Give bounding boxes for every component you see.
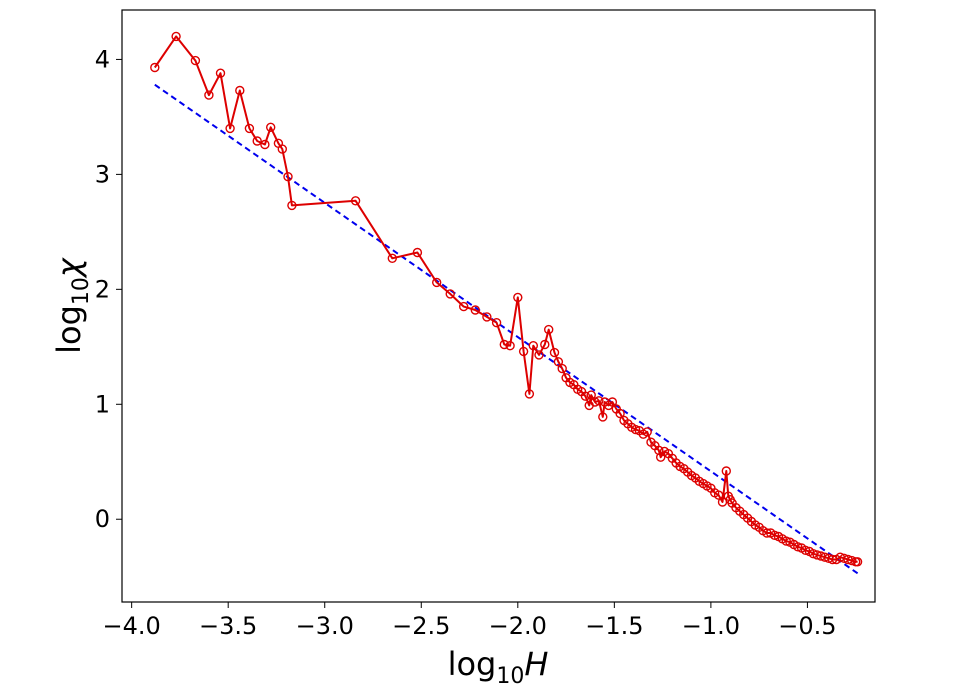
- data-point: [387, 253, 397, 263]
- data-point: [534, 350, 544, 360]
- data-point: [499, 339, 509, 350]
- x-axis-label: log10H: [448, 645, 549, 686]
- y-axis: 0 1 2 3 4: [95, 45, 122, 533]
- data-point: [445, 289, 455, 299]
- data-point: [190, 55, 201, 66]
- data-point: [721, 466, 731, 476]
- data-point: [518, 346, 529, 357]
- data-point: [482, 312, 492, 322]
- y-tick-label: 4: [95, 45, 110, 73]
- data-point: [598, 412, 608, 422]
- data-point: [544, 324, 554, 335]
- y-tick-label: 3: [95, 160, 110, 188]
- data-point: [412, 247, 423, 258]
- data-point: [470, 305, 480, 315]
- data-point: [553, 357, 564, 367]
- data-point: [590, 397, 600, 407]
- fit-line: [154, 83, 859, 575]
- data-point: [713, 490, 724, 500]
- data-point: [852, 557, 863, 567]
- data-point: [283, 171, 293, 182]
- data-point: [528, 341, 538, 351]
- data-point: [215, 68, 226, 78]
- y-tick-label: 2: [95, 275, 110, 303]
- data-point: [800, 545, 811, 555]
- x-tick-label: −3.0: [296, 612, 354, 640]
- data-point: [615, 408, 625, 419]
- plot-frame: [121, 9, 876, 603]
- data-point: [549, 347, 560, 358]
- data-point: [235, 85, 245, 96]
- data-point: [459, 301, 469, 312]
- data-point: [491, 318, 502, 328]
- x-tick-label: −1.5: [585, 612, 643, 640]
- data-point: [847, 555, 857, 566]
- x-tick-label: −3.5: [199, 612, 257, 640]
- x-axis: −4.0 −3.5 −3.0 −2.5 −2.0 −1.5 −1.0 −0.5: [103, 602, 837, 640]
- data-point: [204, 90, 214, 100]
- data-point: [505, 341, 515, 351]
- data-point: [252, 136, 262, 146]
- data-point: [540, 339, 550, 350]
- data-point: [350, 196, 361, 206]
- data-point: [557, 363, 567, 374]
- y-axis-label: log10χ: [50, 257, 94, 354]
- data-point: [513, 292, 523, 303]
- plot-area: [150, 31, 863, 575]
- data-point: [524, 389, 535, 399]
- data-point: [260, 139, 270, 150]
- x-tick-label: −1.0: [682, 612, 740, 640]
- data-point: [594, 396, 604, 406]
- data-point: [225, 123, 235, 134]
- data-point: [630, 424, 641, 435]
- x-tick-label: −4.0: [103, 612, 161, 640]
- data-point: [769, 530, 780, 540]
- data-point: [150, 62, 160, 73]
- data-point: [607, 397, 618, 407]
- data-point: [171, 31, 181, 42]
- data-point: [580, 391, 591, 401]
- data-point: [244, 123, 255, 134]
- data-point: [781, 536, 791, 546]
- data-point: [266, 122, 276, 133]
- x-tick-label: −2.0: [489, 612, 547, 640]
- data-line: [153, 35, 858, 563]
- y-tick-label: 0: [95, 505, 110, 533]
- data-point: [277, 144, 287, 154]
- data-point: [586, 390, 596, 400]
- x-tick-label: −2.5: [392, 612, 450, 640]
- data-point: [287, 200, 297, 211]
- x-tick-label: −0.5: [778, 612, 836, 640]
- data-point: [793, 542, 803, 552]
- data-point: [642, 427, 652, 437]
- data-point: [432, 277, 442, 288]
- y-tick-label: 1: [95, 390, 110, 418]
